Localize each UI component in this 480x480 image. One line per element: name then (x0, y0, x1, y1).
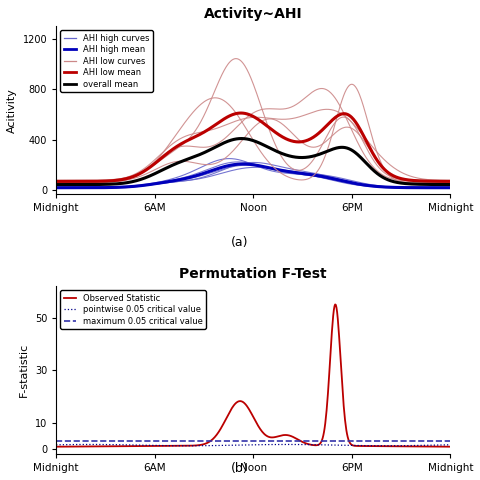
AHI high mean (53, 185, 59, 191)
AHI low mean (317, 129, 323, 135)
maximum 0.05 critical value (316, 438, 322, 444)
overall mean (231, 136, 237, 142)
pointwise 0.05 critical value (155, 443, 161, 448)
pointwise 0.05 critical value (318, 442, 324, 448)
AHI low mean (238, 110, 244, 116)
AHI high curves (231, 159, 237, 165)
overall mean (239, 136, 245, 142)
Y-axis label: F-statistic: F-statistic (19, 343, 29, 397)
Observed Statistic (155, 443, 160, 449)
AHI low mean (155, 158, 160, 164)
AHI low mean (351, 117, 357, 122)
pointwise 0.05 critical value (351, 443, 357, 448)
Text: (b): (b) (231, 462, 249, 475)
Title: Activity~AHI: Activity~AHI (204, 7, 302, 21)
AHI low curves (231, 56, 237, 62)
Legend: AHI high curves, AHI high mean, AHI low curves, AHI low mean, overall mean: AHI high curves, AHI high mean, AHI low … (60, 30, 153, 92)
AHI high mean (155, 180, 160, 186)
Line: overall mean: overall mean (56, 139, 450, 185)
maximum 0.05 critical value (123, 438, 129, 444)
AHI high curves (53, 185, 59, 191)
Legend: Observed Statistic, pointwise 0.05 critical value, maximum 0.05 critical value: Observed Statistic, pointwise 0.05 criti… (60, 290, 206, 329)
Observed Statistic (316, 441, 322, 447)
AHI low curves (53, 177, 59, 183)
AHI low mean (53, 179, 59, 184)
pointwise 0.05 critical value (124, 442, 130, 448)
Observed Statistic (286, 432, 291, 438)
AHI low curves (155, 159, 160, 165)
Observed Statistic (332, 301, 338, 307)
AHI low curves (286, 163, 292, 169)
AHI high mean (351, 180, 357, 186)
pointwise 0.05 critical value (186, 443, 192, 449)
AHI high mean (317, 173, 323, 179)
Line: AHI high mean: AHI high mean (56, 164, 450, 188)
Line: AHI low curves: AHI low curves (56, 59, 450, 180)
AHI high curves (351, 181, 357, 187)
Observed Statistic (351, 443, 357, 448)
AHI low mean (447, 179, 453, 184)
Line: AHI high curves: AHI high curves (56, 162, 450, 188)
AHI high curves (317, 174, 323, 180)
AHI high curves (286, 170, 292, 176)
maximum 0.05 critical value (447, 438, 453, 444)
overall mean (447, 181, 453, 187)
AHI high curves (155, 180, 160, 186)
Line: pointwise 0.05 critical value: pointwise 0.05 critical value (56, 444, 450, 446)
AHI low mean (123, 176, 129, 181)
AHI high mean (231, 162, 237, 168)
Observed Statistic (53, 444, 59, 450)
overall mean (317, 151, 323, 157)
AHI low curves (123, 175, 129, 180)
AHI low mean (286, 137, 292, 143)
AHI high mean (447, 185, 453, 191)
pointwise 0.05 critical value (87, 442, 93, 447)
Title: Permutation F-Test: Permutation F-Test (180, 267, 327, 281)
maximum 0.05 critical value (231, 438, 237, 444)
AHI high curves (123, 184, 129, 190)
AHI high mean (286, 169, 292, 175)
AHI low curves (233, 56, 239, 61)
Observed Statistic (447, 444, 453, 450)
AHI low curves (351, 122, 357, 128)
pointwise 0.05 critical value (447, 442, 453, 448)
maximum 0.05 critical value (155, 438, 160, 444)
maximum 0.05 critical value (53, 438, 59, 444)
overall mean (53, 182, 59, 188)
overall mean (123, 180, 129, 186)
AHI high curves (236, 159, 241, 165)
AHI low mean (231, 111, 237, 117)
pointwise 0.05 critical value (287, 442, 293, 447)
Line: AHI low mean: AHI low mean (56, 113, 450, 181)
Observed Statistic (123, 443, 129, 449)
Line: Observed Statistic: Observed Statistic (56, 304, 450, 447)
AHI high mean (123, 184, 129, 190)
Text: (a): (a) (231, 236, 249, 249)
AHI high curves (447, 185, 453, 191)
Y-axis label: Acitivity: Acitivity (7, 88, 17, 132)
pointwise 0.05 critical value (233, 442, 239, 448)
pointwise 0.05 critical value (53, 442, 59, 448)
overall mean (286, 153, 292, 159)
AHI low curves (447, 177, 453, 183)
maximum 0.05 critical value (286, 438, 291, 444)
overall mean (351, 148, 357, 154)
maximum 0.05 critical value (350, 438, 356, 444)
Observed Statistic (231, 402, 237, 408)
AHI low curves (317, 146, 323, 152)
AHI high mean (240, 161, 246, 167)
overall mean (155, 169, 160, 175)
